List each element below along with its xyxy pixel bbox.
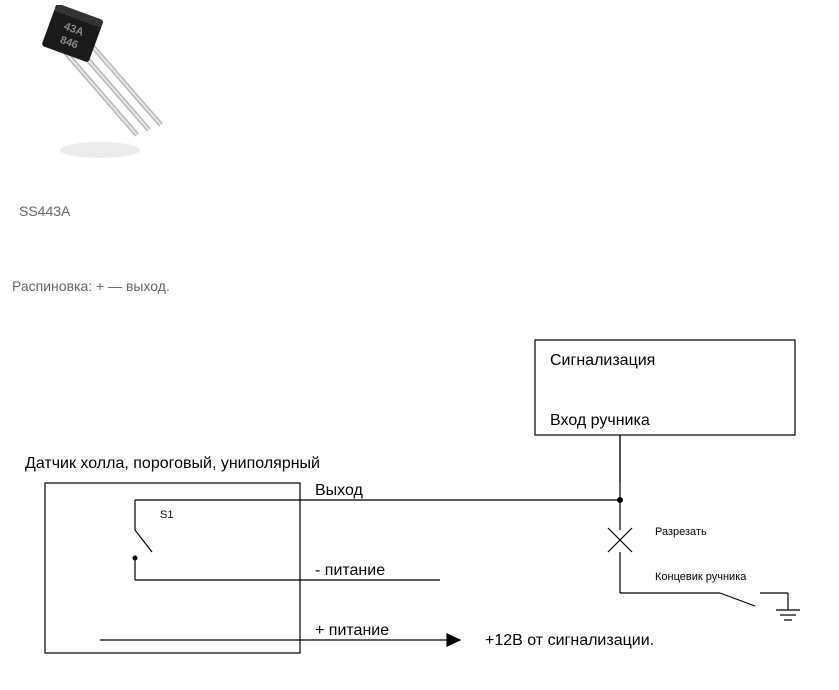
schematic-diagram: Сигнализация Вход ручника Датчик холла, …: [0, 0, 839, 690]
plus-label: + питание: [315, 622, 389, 639]
sensor-title: Датчик холла, пороговый, униполярный: [25, 455, 320, 472]
signal-box-line1: Сигнализация: [550, 352, 655, 369]
cut-label: Разрезать: [655, 526, 707, 538]
twelvev-label: +12В от сигнализации.: [485, 632, 654, 649]
output-label: Выход: [315, 482, 364, 499]
switch-label: S1: [160, 509, 173, 521]
minus-label: - питание: [315, 562, 385, 579]
signal-box-line2: Вход ручника: [550, 412, 650, 429]
limitswitch-label: Концевик ручника: [655, 571, 747, 583]
